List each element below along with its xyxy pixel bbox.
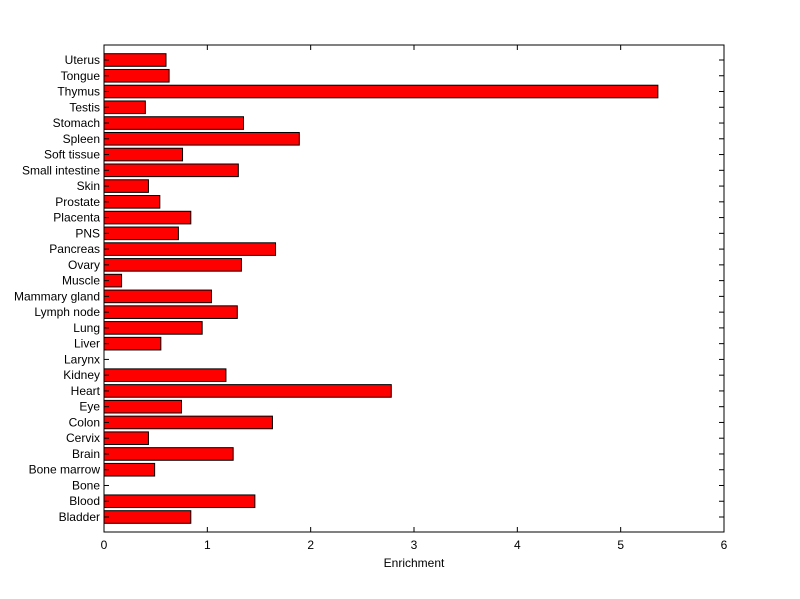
x-tick-label-5: 5 [617,538,624,552]
y-tick-label-ovary: Ovary [68,258,100,272]
bar-blood [103,494,256,509]
y-tick-label-muscle: Muscle [62,274,100,288]
bar-liver [103,336,162,351]
y-tick-label-tongue: Tongue [61,69,101,83]
y-tick-label-testis: Testis [69,100,100,114]
bar-lung [103,321,203,335]
y-tick-label-pancreas: Pancreas [49,242,100,256]
bar-brain [103,447,234,461]
y-tick-label-uterus: Uterus [65,53,100,67]
x-tick-label-0: 0 [101,538,108,552]
bar-small-intestine [103,163,239,178]
y-tick-label-mammary-gland: Mammary gland [14,289,100,303]
bar-mammary-gland [103,289,212,304]
y-tick-label-bladder: Bladder [59,510,100,524]
y-tick-label-brain: Brain [72,447,100,461]
y-tick-label-eye: Eye [79,400,100,414]
bar-spleen [103,131,300,146]
bar-lymph-node [103,305,238,319]
y-tick-label-pns: PNS [75,226,100,240]
y-tick-label-kidney: Kidney [63,368,100,382]
y-tick-label-bone: Bone [72,478,100,492]
y-tick-label-blood: Blood [69,494,100,508]
bar-stomach [103,116,244,130]
bars-layer [103,53,659,524]
bar-tongue [103,68,170,83]
bar-skin [103,179,149,193]
x-tick-label-3: 3 [411,538,418,552]
plot-frame [103,44,725,533]
bar-eye [103,399,182,414]
bar-placenta [103,210,192,225]
y-tick-label-skin: Skin [77,179,100,193]
y-tick-label-prostate: Prostate [55,195,100,209]
x-tick-label-6: 6 [721,538,728,552]
y-tick-label-cervix: Cervix [66,431,100,445]
y-tick-label-placenta: Placenta [53,211,100,225]
x-axis-label: Enrichment [384,556,445,570]
x-tick-label-1: 1 [204,538,211,552]
x-tick-label-4: 4 [514,538,521,552]
bar-cervix [103,431,149,446]
bar-ovary [103,258,242,272]
y-tick-label-thymus: Thymus [57,85,100,99]
y-tick-label-heart: Heart [71,384,101,398]
bar-bladder [103,510,192,524]
y-tick-label-liver: Liver [74,337,100,351]
bar-colon [103,415,273,430]
bar-pancreas [103,242,277,256]
y-tick-label-lung: Lung [73,321,100,335]
bar-pns [103,226,179,241]
y-tick-label-lymph-node: Lymph node [34,305,100,319]
x-ticks-layer: 0 1 2 3 4 5 6 [101,45,728,552]
y-tick-label-soft-tissue: Soft tissue [44,148,100,162]
bar-kidney [103,368,227,382]
y-tick-label-larynx: Larynx [64,352,100,366]
bar-uterus [103,53,167,67]
x-tick-label-2: 2 [307,538,314,552]
y-tick-label-stomach: Stomach [53,116,100,130]
y-tick-label-spleen: Spleen [63,132,100,146]
y-tick-label-colon: Colon [69,415,100,429]
bar-bone-marrow [103,462,156,477]
bar-soft-tissue [103,147,184,162]
bar-testis [103,100,146,115]
y-tick-label-small-intestine: Small intestine [22,163,100,177]
bar-heart [103,384,392,398]
bar-thymus [103,84,659,99]
y-tick-label-bone-marrow: Bone marrow [29,463,101,477]
bar-prostate [103,195,161,209]
